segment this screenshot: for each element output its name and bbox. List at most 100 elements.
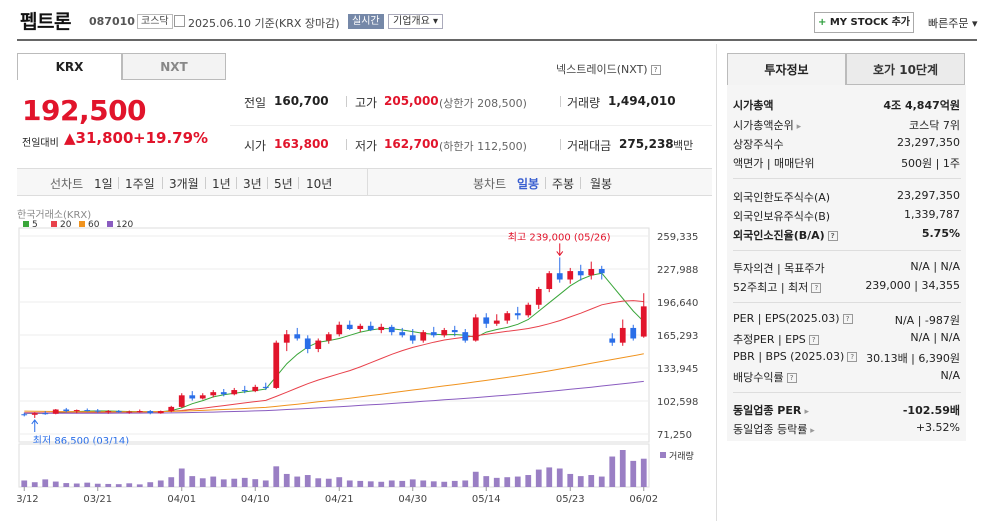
period-1w[interactable]: 1주일: [125, 177, 155, 191]
volume-bar: [136, 484, 143, 487]
prev-close-value: 160,700: [274, 94, 329, 108]
realtime-button[interactable]: 실시간: [348, 14, 384, 29]
y-tick-label: 71,250: [657, 430, 692, 441]
volume-bar: [210, 476, 217, 487]
help-icon[interactable]: ?: [786, 373, 797, 383]
candle-body: [514, 313, 521, 316]
volume-bar: [504, 477, 511, 487]
x-tick-label: 04/10: [241, 494, 270, 505]
foreign-held-value: 1,339,787: [904, 208, 960, 221]
my-stock-add-button[interactable]: + MY STOCK 추가: [814, 12, 914, 33]
period-1y[interactable]: 1년: [212, 177, 231, 191]
x-tick-label: 03/12: [17, 494, 39, 505]
market-cap-value: 4조 4,847억원: [883, 99, 960, 112]
help-icon[interactable]: ?: [827, 231, 838, 241]
company-overview-dropdown[interactable]: 기업개요 ▾: [388, 14, 443, 29]
volume-bar: [399, 480, 406, 487]
volume-bar: [388, 480, 395, 487]
dividend-text: 배당수익률: [733, 371, 784, 384]
period-5y[interactable]: 5년: [274, 177, 293, 191]
volume-bar: [105, 483, 112, 487]
open-value: 163,800: [274, 137, 329, 151]
divider: [733, 178, 961, 179]
est-per-eps-text: 추정PER | EPS: [733, 333, 806, 346]
volume-bar: [157, 480, 164, 487]
tab-nxt[interactable]: NXT: [122, 53, 226, 80]
foreign-limit-value: 23,297,350: [897, 189, 960, 202]
opinion-target-label: 투자의견 | 목표주가: [733, 262, 825, 275]
help-icon[interactable]: ?: [808, 335, 819, 345]
volume-bar: [273, 466, 280, 487]
foreign-ratio-text: 외국인소진율(B/A): [733, 229, 825, 242]
candle-body: [273, 342, 280, 388]
candle-body: [346, 324, 353, 329]
volume-bar: [357, 480, 364, 487]
per-eps-label: PER | EPS(2025.03)?: [733, 312, 853, 325]
help-icon[interactable]: ?: [847, 352, 858, 362]
ma-line-120: [24, 380, 644, 414]
pbr-bps-value: 30.13배 | 6,390원: [866, 352, 960, 365]
legend-label-5: 5: [32, 220, 38, 230]
divider: [560, 96, 561, 107]
tab-orderbook[interactable]: 호가 10단계: [846, 53, 965, 85]
dividend-value: N/A: [940, 369, 960, 382]
divider: [267, 177, 268, 189]
period-10y[interactable]: 10년: [306, 177, 333, 191]
high-arrow-icon: [556, 243, 564, 257]
candle-body: [315, 340, 322, 349]
y-tick-label: 227,988: [657, 265, 698, 276]
period-monthly[interactable]: 월봉: [590, 177, 613, 191]
candle-body: [304, 338, 311, 349]
industry-change-value: +3.52%: [915, 421, 960, 434]
x-tick-label: 04/01: [167, 494, 196, 505]
period-3y[interactable]: 3년: [243, 177, 262, 191]
candle-body: [31, 413, 38, 415]
volume-bar: [430, 481, 437, 487]
candle-body: [483, 317, 490, 324]
divider: [545, 177, 546, 189]
divider: [733, 250, 961, 251]
period-daily[interactable]: 일봉: [517, 177, 540, 191]
help-icon[interactable]: ?: [650, 65, 661, 75]
period-weekly[interactable]: 주봉: [552, 177, 575, 191]
candle-chart-button[interactable]: 봉차트: [473, 177, 507, 191]
candle-body: [115, 411, 122, 413]
candle-body: [430, 332, 437, 336]
volume-bar: [483, 476, 490, 487]
help-icon[interactable]: ?: [811, 283, 822, 293]
market-cap-rank-label[interactable]: 시가총액순위 ▸: [733, 117, 801, 133]
candle-body: [451, 330, 458, 333]
volume-bar: [325, 478, 332, 487]
help-icon[interactable]: ?: [842, 314, 853, 324]
volume-bar: [73, 483, 80, 487]
candle-body: [630, 327, 637, 339]
candle-body: [84, 410, 91, 412]
volume-bar: [231, 478, 238, 487]
divider: [367, 168, 368, 196]
tab-krx[interactable]: KRX: [17, 53, 122, 80]
divider: [118, 177, 119, 189]
candle-body: [126, 411, 133, 413]
tab-investment-info[interactable]: 투자정보: [727, 53, 846, 85]
volume-bar: [315, 478, 322, 487]
candle-body: [336, 324, 343, 335]
candle-body: [199, 395, 206, 399]
open-label: 시가: [244, 139, 267, 153]
price-chart[interactable]: 259,335 227,988 196,640 165,293 133,945 102,5…: [17, 200, 717, 520]
volume-bar: [336, 477, 343, 487]
volume-bar: [42, 479, 49, 487]
nxt-link[interactable]: 넥스트레이드(NXT)?: [556, 61, 661, 77]
candle-body: [378, 326, 385, 331]
divider: [560, 139, 561, 150]
candle-body: [210, 392, 217, 396]
volume-bar: [588, 475, 595, 487]
period-1d[interactable]: 1일: [94, 177, 113, 191]
volume-bar: [535, 469, 542, 487]
line-chart-button[interactable]: 선차트: [50, 177, 84, 191]
industry-change-text: 동일업종 등락률: [733, 423, 808, 436]
period-3m[interactable]: 3개월: [169, 177, 199, 191]
candle-body: [241, 390, 248, 392]
quick-order-dropdown[interactable]: 빠른주문 ▾: [928, 17, 978, 30]
candle-body: [252, 386, 259, 392]
candle-body: [640, 306, 647, 337]
